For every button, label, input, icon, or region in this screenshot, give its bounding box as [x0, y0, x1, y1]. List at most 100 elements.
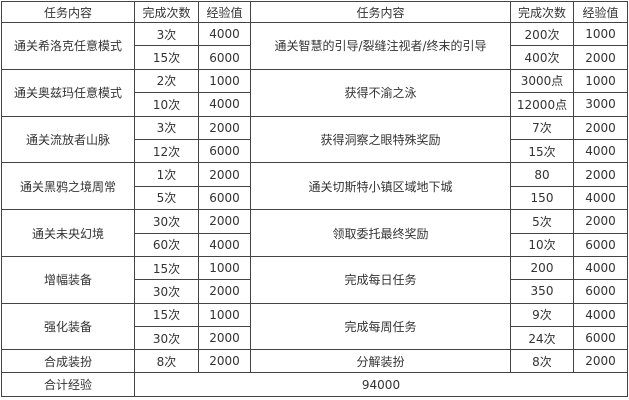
header-count-right: 完成次数 [510, 1, 574, 23]
exp-value-left: 6000 [198, 45, 251, 70]
completion-count-right: 200次 [510, 21, 574, 47]
table-row: 通关希洛克任意模式 3次 4000 通关智慧的引导/裂缝注视者/终末的引导 200次 10… [1, 21, 628, 70]
completion-count-left: 12次 [134, 138, 199, 164]
task-name-right: 通关切斯特小镇区域地下城 [250, 162, 511, 211]
exp-value-right: 4000 [573, 302, 628, 328]
completion-count-right: 200 [510, 255, 574, 281]
table-row: 通关奥兹玛任意模式 2次 1000 获得不渝之泳 3000点 1000 [1, 68, 628, 117]
task-name-right: 获得不渝之泳 [250, 68, 511, 117]
exp-value-left: 1000 [198, 302, 251, 328]
task-name-right: 通关智慧的引导/裂缝注视者/终末的引导 [250, 22, 511, 70]
completion-count-right: 24次 [510, 326, 574, 351]
completion-count-right: 15次 [510, 138, 574, 164]
header-count-left: 完成次数 [134, 1, 199, 23]
table-row: 通关流放者山脉 3次 2000 获得洞察之眼特殊奖励 7次 2000 [1, 115, 628, 164]
table-row: 60次 4000 10次 6000 [2, 232, 628, 257]
completion-count-right: 7次 [510, 115, 574, 140]
completion-count-left: 10次 [134, 92, 199, 117]
table-row: 30次 2000 24次 6000 [2, 326, 628, 351]
completion-count-right: 9次 [510, 302, 574, 328]
completion-count-right: 80 [510, 162, 574, 187]
table-row: 合成装扮 8次 2000 分解装扮 8次 2000 [1, 349, 628, 374]
exp-value-left: 2000 [198, 349, 251, 374]
completion-count-right: 350 [510, 279, 574, 304]
exp-value-left: 2000 [198, 279, 251, 304]
table-row: 通关未央幻境 30次 2000 领取委托最终奖励 5次 2000 [1, 209, 628, 257]
table-row: 5次 6000 150 4000 [2, 185, 628, 211]
table-row: 通关黑鸦之境周常 1次 2000 通关切斯特小镇区域地下城 80 2000 [1, 162, 628, 211]
task-name-right: 分解装扮 [250, 349, 511, 374]
exp-value-left: 2000 [198, 209, 251, 234]
exp-value-right: 6000 [573, 232, 628, 257]
exp-value-left: 6000 [198, 185, 251, 211]
task-name-left: 强化装备 [1, 302, 135, 351]
completion-count-left: 3次 [134, 21, 199, 47]
completion-count-left: 5次 [134, 185, 199, 211]
completion-count-left: 3次 [134, 115, 199, 140]
task-name-right: 领取委托最终奖励 [250, 209, 511, 257]
exp-value-right: 4000 [573, 255, 628, 281]
exp-value-left: 4000 [198, 92, 251, 117]
completion-count-right: 12000点 [510, 92, 574, 117]
exp-value-right: 2000 [573, 349, 628, 374]
total-value: 94000 [134, 372, 628, 398]
exp-value-left: 6000 [198, 138, 251, 164]
completion-count-right: 150 [510, 185, 574, 211]
completion-count-left: 2次 [134, 68, 199, 94]
completion-count-left: 1次 [134, 162, 199, 187]
completion-count-left: 30次 [134, 209, 199, 234]
task-name-left: 通关流放者山脉 [1, 115, 135, 164]
completion-count-right: 400次 [510, 45, 574, 70]
exp-value-right: 1000 [573, 21, 628, 47]
exp-value-right: 1000 [573, 68, 628, 94]
header-exp-right: 经验值 [573, 1, 628, 23]
task-name-left: 通关未央幻境 [1, 209, 135, 257]
header-task-right: 任务内容 [250, 1, 511, 23]
exp-value-right: 2000 [573, 209, 628, 234]
header-task-left: 任务内容 [1, 1, 135, 23]
exp-value-right: 3000 [573, 92, 628, 117]
completion-count-left: 60次 [134, 232, 199, 257]
task-name-right: 完成每周任务 [250, 302, 511, 351]
exp-value-left: 2000 [198, 326, 251, 351]
task-name-left: 合成装扮 [1, 349, 135, 374]
completion-count-left: 30次 [134, 326, 199, 351]
exp-value-left: 4000 [198, 21, 251, 47]
task-name-left: 通关希洛克任意模式 [1, 22, 135, 70]
exp-value-right: 4000 [573, 185, 628, 211]
exp-value-left: 2000 [198, 162, 251, 187]
completion-count-left: 8次 [134, 349, 199, 374]
completion-count-right: 5次 [510, 209, 574, 234]
table-row: 10次 4000 12000点 3000 [2, 92, 628, 117]
exp-value-right: 6000 [573, 279, 628, 304]
table-row: 增幅装备 15次 1000 完成每日任务 200 4000 [1, 255, 628, 304]
completion-count-left: 15次 [134, 45, 199, 70]
total-row: 合计经验 94000 [1, 372, 628, 398]
completion-count-left: 30次 [134, 279, 199, 304]
task-name-right: 完成每日任务 [250, 255, 511, 304]
table-row: 强化装备 15次 1000 完成每周任务 9次 4000 [1, 302, 628, 351]
table-row: 12次 6000 15次 4000 [2, 138, 628, 164]
completion-count-left: 15次 [134, 302, 199, 328]
completion-count-right: 3000点 [510, 68, 574, 94]
task-name-left: 增幅装备 [1, 255, 135, 304]
header-row: 任务内容 完成次数 经验值 任务内容 完成次数 经验值 [1, 1, 628, 23]
exp-value-right: 2000 [573, 115, 628, 140]
exp-value-left: 2000 [198, 115, 251, 140]
completion-count-right: 8次 [510, 349, 574, 374]
completion-count-left: 15次 [134, 255, 199, 281]
exp-value-right: 2000 [573, 162, 628, 187]
header-exp-left: 经验值 [198, 1, 251, 23]
exp-value-right: 4000 [573, 138, 628, 164]
completion-count-right: 10次 [510, 232, 574, 257]
task-name-left: 通关黑鸦之境周常 [1, 162, 135, 211]
exp-value-left: 4000 [198, 232, 251, 257]
exp-value-left: 1000 [198, 255, 251, 281]
exp-value-right: 2000 [573, 45, 628, 70]
task-name-right: 获得洞察之眼特殊奖励 [250, 115, 511, 164]
table-row: 30次 2000 350 6000 [2, 279, 628, 304]
exp-value-left: 1000 [198, 68, 251, 94]
total-label: 合计经验 [1, 372, 135, 398]
exp-value-right: 6000 [573, 326, 628, 351]
